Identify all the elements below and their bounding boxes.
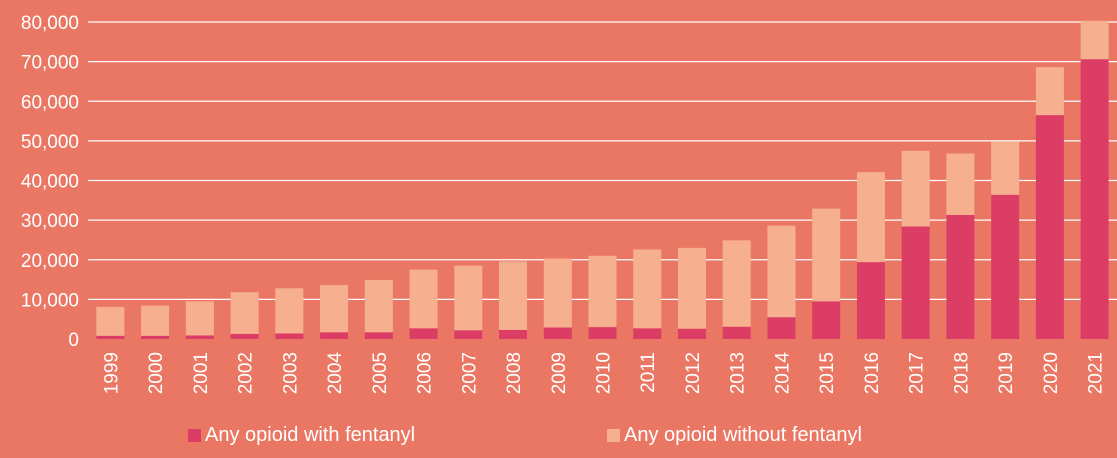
y-axis-tick-labels: 0 10,000 20,000 30,000 40,000 50,000 60,000 70,… [21, 13, 79, 351]
bar-with-fentanyl [946, 214, 975, 339]
bar-with-fentanyl [185, 335, 214, 339]
x-tick-label: 2008 [504, 352, 525, 394]
x-tick-label: 2014 [772, 352, 793, 395]
bar-with-fentanyl [588, 327, 617, 339]
bar-without-fentanyl [1080, 20, 1109, 60]
gridlines [88, 21, 1117, 300]
bar-with-fentanyl [767, 317, 796, 339]
x-tick-label: 2021 [1086, 352, 1107, 394]
bar-with-fentanyl [499, 329, 528, 339]
bar-without-fentanyl [185, 301, 214, 336]
bar-without-fentanyl [901, 150, 930, 227]
x-tick-label: 2005 [370, 352, 391, 394]
legend: Any opioid with fentanyl Any opioid with… [0, 424, 1117, 452]
bar-without-fentanyl [677, 247, 706, 329]
x-tick-label: 1999 [101, 352, 122, 394]
y-tick-label: 40,000 [21, 172, 79, 193]
bar-without-fentanyl [275, 288, 304, 334]
y-tick-label: 80,000 [21, 13, 79, 34]
legend-label-without-fentanyl: Any opioid without fentanyl [624, 424, 862, 446]
y-tick-label: 70,000 [21, 53, 79, 74]
x-tick-label: 2015 [817, 352, 838, 394]
bar-without-fentanyl [767, 225, 796, 318]
bar-without-fentanyl [454, 265, 483, 331]
x-tick-label: 2004 [325, 352, 346, 395]
bar-with-fentanyl [96, 335, 125, 339]
y-tick-label: 0 [68, 330, 79, 351]
legend-item-without-fentanyl: Any opioid without fentanyl [607, 424, 862, 447]
bar-with-fentanyl [901, 226, 930, 339]
bar-without-fentanyl [812, 208, 841, 302]
y-tick-label: 20,000 [21, 251, 79, 272]
x-tick-label: 2011 [638, 352, 659, 393]
x-tick-label: 2000 [146, 352, 167, 394]
bar-with-fentanyl [320, 332, 349, 339]
bar-without-fentanyl [633, 249, 662, 329]
bar-without-fentanyl [588, 255, 617, 328]
x-tick-label: 2019 [996, 352, 1017, 394]
y-tick-label: 50,000 [21, 132, 79, 153]
bar-without-fentanyl [1035, 67, 1064, 116]
x-axis-tick-labels: 1999 2000 2001 2002 2003 2004 2005 2006 2007 2008… [101, 352, 1106, 395]
legend-item-with-fentanyl: Any opioid with fentanyl [188, 424, 415, 447]
bar-with-fentanyl [991, 194, 1020, 339]
bars [96, 20, 1109, 340]
bar-with-fentanyl [543, 327, 572, 339]
x-tick-label: 2017 [907, 352, 928, 394]
bar-with-fentanyl [230, 333, 259, 339]
bar-with-fentanyl [677, 328, 706, 339]
x-tick-label: 2010 [594, 352, 615, 394]
y-tick-label: 30,000 [21, 211, 79, 232]
bar-without-fentanyl [96, 306, 125, 336]
legend-swatch-with-fentanyl [188, 429, 201, 442]
bar-without-fentanyl [991, 141, 1020, 195]
bar-with-fentanyl [454, 330, 483, 339]
x-tick-label: 2002 [236, 352, 257, 394]
bar-without-fentanyl [722, 240, 751, 327]
bar-with-fentanyl [812, 301, 841, 339]
bar-with-fentanyl [141, 335, 170, 339]
legend-label-with-fentanyl: Any opioid with fentanyl [205, 424, 416, 446]
bar-without-fentanyl [856, 172, 885, 263]
bar-with-fentanyl [1035, 115, 1064, 340]
y-tick-label: 10,000 [21, 290, 79, 311]
x-tick-label: 2001 [191, 352, 212, 394]
bar-with-fentanyl [1080, 59, 1109, 340]
bar-without-fentanyl [409, 269, 438, 329]
x-tick-label: 2018 [951, 352, 972, 394]
bar-with-fentanyl [722, 326, 751, 339]
x-tick-label: 2006 [415, 352, 436, 394]
bar-with-fentanyl [364, 332, 393, 339]
bar-without-fentanyl [499, 261, 528, 330]
x-tick-label: 2013 [728, 352, 749, 394]
bar-without-fentanyl [364, 279, 393, 333]
y-tick-label: 60,000 [21, 92, 79, 113]
x-tick-label: 2007 [459, 352, 480, 394]
stacked-bar-chart: 0 10,000 20,000 30,000 40,000 50,000 60,000 70,… [21, 13, 1117, 395]
bar-without-fentanyl [543, 258, 572, 328]
x-tick-label: 2016 [862, 352, 883, 394]
x-tick-label: 2020 [1041, 352, 1062, 394]
bar-without-fentanyl [230, 292, 259, 334]
x-tick-label: 2003 [280, 352, 301, 394]
legend-swatch-without-fentanyl [607, 429, 620, 442]
x-tick-label: 2012 [683, 352, 704, 394]
bar-with-fentanyl [856, 262, 885, 339]
x-tick-label: 2009 [549, 352, 570, 394]
bar-without-fentanyl [946, 153, 975, 215]
bar-with-fentanyl [275, 333, 304, 339]
bar-with-fentanyl [409, 328, 438, 339]
bar-with-fentanyl [633, 328, 662, 339]
bar-without-fentanyl [141, 305, 170, 336]
bar-without-fentanyl [320, 285, 349, 333]
